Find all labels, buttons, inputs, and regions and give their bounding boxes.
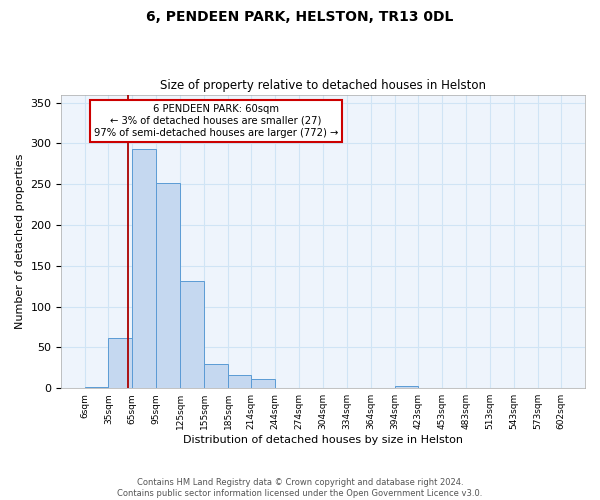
Title: Size of property relative to detached houses in Helston: Size of property relative to detached ho… — [160, 79, 486, 92]
X-axis label: Distribution of detached houses by size in Helston: Distribution of detached houses by size … — [183, 435, 463, 445]
Bar — [133, 149, 156, 388]
Bar — [109, 338, 133, 388]
Bar — [85, 386, 109, 388]
Text: 6 PENDEEN PARK: 60sqm
← 3% of detached houses are smaller (27)
97% of semi-detac: 6 PENDEEN PARK: 60sqm ← 3% of detached h… — [94, 104, 338, 138]
Text: 6, PENDEEN PARK, HELSTON, TR13 0DL: 6, PENDEEN PARK, HELSTON, TR13 0DL — [146, 10, 454, 24]
Bar — [395, 386, 418, 388]
Bar — [156, 182, 180, 388]
Bar — [180, 280, 204, 388]
Text: Contains HM Land Registry data © Crown copyright and database right 2024.
Contai: Contains HM Land Registry data © Crown c… — [118, 478, 482, 498]
Bar — [251, 379, 275, 388]
Bar — [204, 364, 228, 388]
Bar — [228, 375, 251, 388]
Y-axis label: Number of detached properties: Number of detached properties — [15, 154, 25, 329]
